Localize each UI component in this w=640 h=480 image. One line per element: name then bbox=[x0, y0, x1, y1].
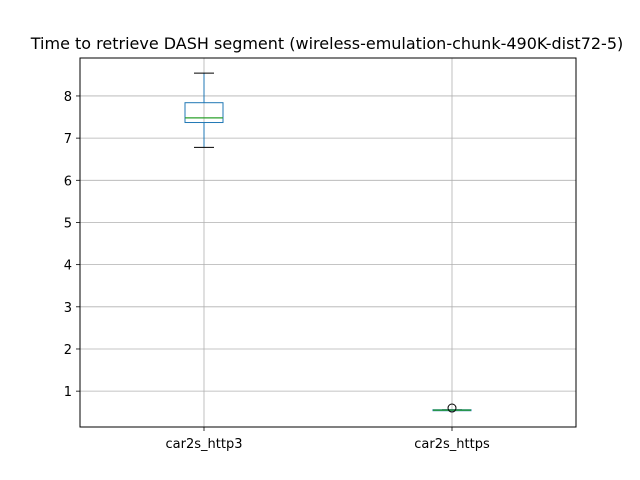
outlier-point bbox=[447, 403, 457, 413]
plot-frame bbox=[79, 57, 577, 428]
grid-lines bbox=[80, 58, 576, 427]
x-tick-label: car2s_https bbox=[414, 437, 490, 452]
y-tick-label: 4 bbox=[64, 259, 72, 274]
y-tick-label: 1 bbox=[64, 385, 72, 400]
y-tick-label: 3 bbox=[64, 301, 72, 316]
boxes bbox=[184, 72, 472, 413]
iqr-box bbox=[184, 102, 224, 124]
x-axis: car2s_http3 car2s_https bbox=[166, 427, 490, 452]
y-tick-label: 2 bbox=[64, 343, 72, 358]
y-axis: 1 2 3 4 5 6 7 8 bbox=[64, 90, 80, 400]
y-tick-label: 7 bbox=[64, 132, 72, 147]
y-tick-label: 5 bbox=[64, 216, 72, 231]
box-group-car2s_https bbox=[432, 403, 472, 413]
y-tick-label: 8 bbox=[64, 90, 72, 105]
x-tick-label: car2s_http3 bbox=[166, 437, 243, 452]
y-tick-label: 6 bbox=[64, 174, 72, 189]
box-group-car2s_http3 bbox=[184, 72, 224, 148]
chart-title: Time to retrieve DASH segment (wireless-… bbox=[30, 34, 624, 53]
